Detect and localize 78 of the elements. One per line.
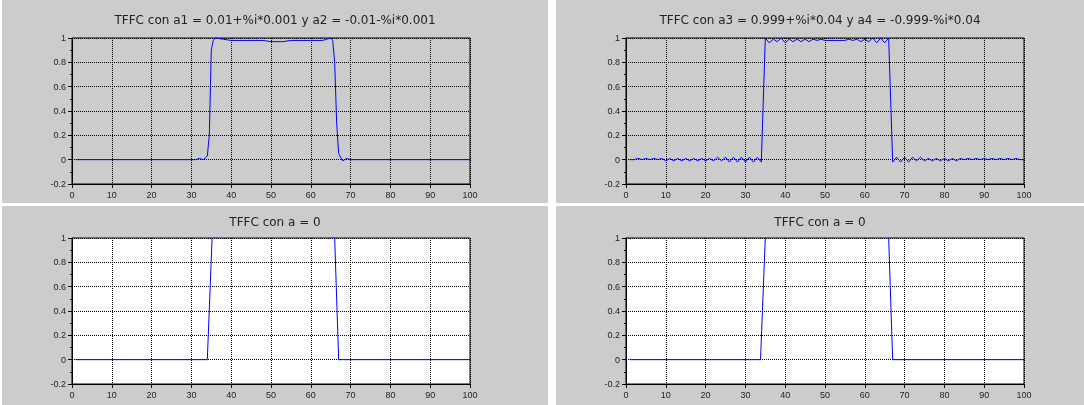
y-tick-label: -0.2 bbox=[604, 379, 620, 389]
x-tick-label: 40 bbox=[780, 389, 791, 400]
x-tick-label: 90 bbox=[979, 189, 990, 200]
x-tick-label: 70 bbox=[899, 389, 910, 400]
y-tick-label: 0.6 bbox=[53, 281, 66, 292]
y-tick-label: 0.2 bbox=[53, 130, 66, 141]
y-tick-label: 0.4 bbox=[53, 106, 66, 116]
y-tick-label: 0.8 bbox=[53, 257, 66, 268]
x-tick-label: 10 bbox=[660, 389, 671, 400]
x-tick-label: 100 bbox=[462, 389, 478, 400]
y-tick-label: 1 bbox=[614, 233, 620, 243]
y-tick-label: 0.2 bbox=[607, 130, 620, 141]
y-tick-label: 0.2 bbox=[53, 330, 66, 341]
x-tick-label: 40 bbox=[226, 189, 237, 200]
x-tick-label: 90 bbox=[425, 389, 436, 400]
y-tick-label: 0 bbox=[614, 354, 620, 365]
y-tick-label: 1 bbox=[614, 33, 620, 43]
y-tick-label: 0 bbox=[614, 154, 620, 165]
y-tick-label: 0 bbox=[60, 354, 66, 365]
y-tick-label: 0.6 bbox=[607, 81, 620, 92]
x-tick-label: 20 bbox=[700, 189, 711, 200]
x-tick-label: 50 bbox=[819, 189, 831, 200]
x-tick-label: 60 bbox=[859, 389, 870, 400]
y-tick-label: 0.6 bbox=[607, 281, 620, 292]
x-tick-label: 90 bbox=[979, 389, 990, 400]
x-tick-label: 60 bbox=[305, 189, 316, 200]
y-tick-label: 0 bbox=[60, 154, 66, 165]
x-tick-label: 0 bbox=[623, 389, 629, 400]
x-tick-label: 0 bbox=[69, 389, 75, 400]
y-tick-label: -0.2 bbox=[604, 179, 620, 189]
chart-title: TFFC con a = 0 bbox=[773, 215, 866, 229]
x-tick-label: 70 bbox=[345, 189, 356, 200]
x-tick-label: 80 bbox=[385, 189, 396, 200]
y-tick-label: 0.4 bbox=[607, 106, 620, 116]
x-tick-label: 30 bbox=[186, 389, 197, 400]
y-tick-label: 1 bbox=[60, 233, 66, 243]
x-tick-label: 80 bbox=[939, 189, 950, 200]
x-tick-label: 0 bbox=[623, 189, 629, 200]
x-tick-label: 30 bbox=[186, 189, 197, 200]
chart-title: TFFC con a3 = 0.999+%i*0.04 y a4 = -0.999-%i*0.04 bbox=[658, 13, 981, 27]
x-tick-label: 40 bbox=[780, 189, 791, 200]
x-tick-label: 100 bbox=[1016, 189, 1032, 200]
y-tick-label: 0.2 bbox=[607, 330, 620, 341]
y-tick-label: -0.2 bbox=[50, 379, 66, 389]
x-tick-label: 50 bbox=[819, 389, 831, 400]
x-tick-label: 70 bbox=[899, 189, 910, 200]
y-tick-label: 0.8 bbox=[607, 57, 620, 68]
y-tick-label: 0.6 bbox=[53, 81, 66, 92]
x-tick-label: 20 bbox=[700, 389, 711, 400]
chart-title: TFFC con a1 = 0.01+%i*0.001 y a2 = -0.01-%i*0.001 bbox=[113, 13, 436, 27]
x-tick-label: 10 bbox=[106, 389, 117, 400]
x-tick-label: 80 bbox=[385, 389, 396, 400]
x-tick-label: 70 bbox=[345, 389, 356, 400]
x-tick-label: 60 bbox=[305, 389, 316, 400]
x-tick-label: 100 bbox=[462, 189, 478, 200]
x-tick-label: 40 bbox=[226, 389, 237, 400]
x-tick-label: 50 bbox=[265, 389, 277, 400]
y-tick-label: 0.4 bbox=[607, 306, 620, 316]
x-tick-label: 30 bbox=[740, 189, 751, 200]
line-series bbox=[629, 37, 1025, 163]
x-tick-label: 0 bbox=[69, 189, 75, 200]
y-tick-label: 1 bbox=[60, 33, 66, 43]
line-series bbox=[75, 37, 471, 162]
x-tick-label: 10 bbox=[660, 189, 671, 200]
x-tick-label: 100 bbox=[1016, 389, 1032, 400]
x-tick-label: 60 bbox=[859, 189, 870, 200]
y-tick-label: -0.2 bbox=[50, 179, 66, 189]
y-tick-label: 0.8 bbox=[607, 257, 620, 268]
x-tick-label: 20 bbox=[146, 189, 157, 200]
x-tick-label: 10 bbox=[106, 189, 117, 200]
chart-title: TFFC con a = 0 bbox=[228, 215, 321, 229]
x-tick-label: 80 bbox=[939, 389, 950, 400]
x-tick-label: 90 bbox=[425, 189, 436, 200]
x-tick-label: 30 bbox=[740, 389, 751, 400]
y-tick-label: 0.8 bbox=[53, 57, 66, 68]
x-tick-label: 50 bbox=[265, 189, 277, 200]
x-tick-label: 20 bbox=[146, 389, 157, 400]
y-tick-label: 0.4 bbox=[53, 306, 66, 316]
